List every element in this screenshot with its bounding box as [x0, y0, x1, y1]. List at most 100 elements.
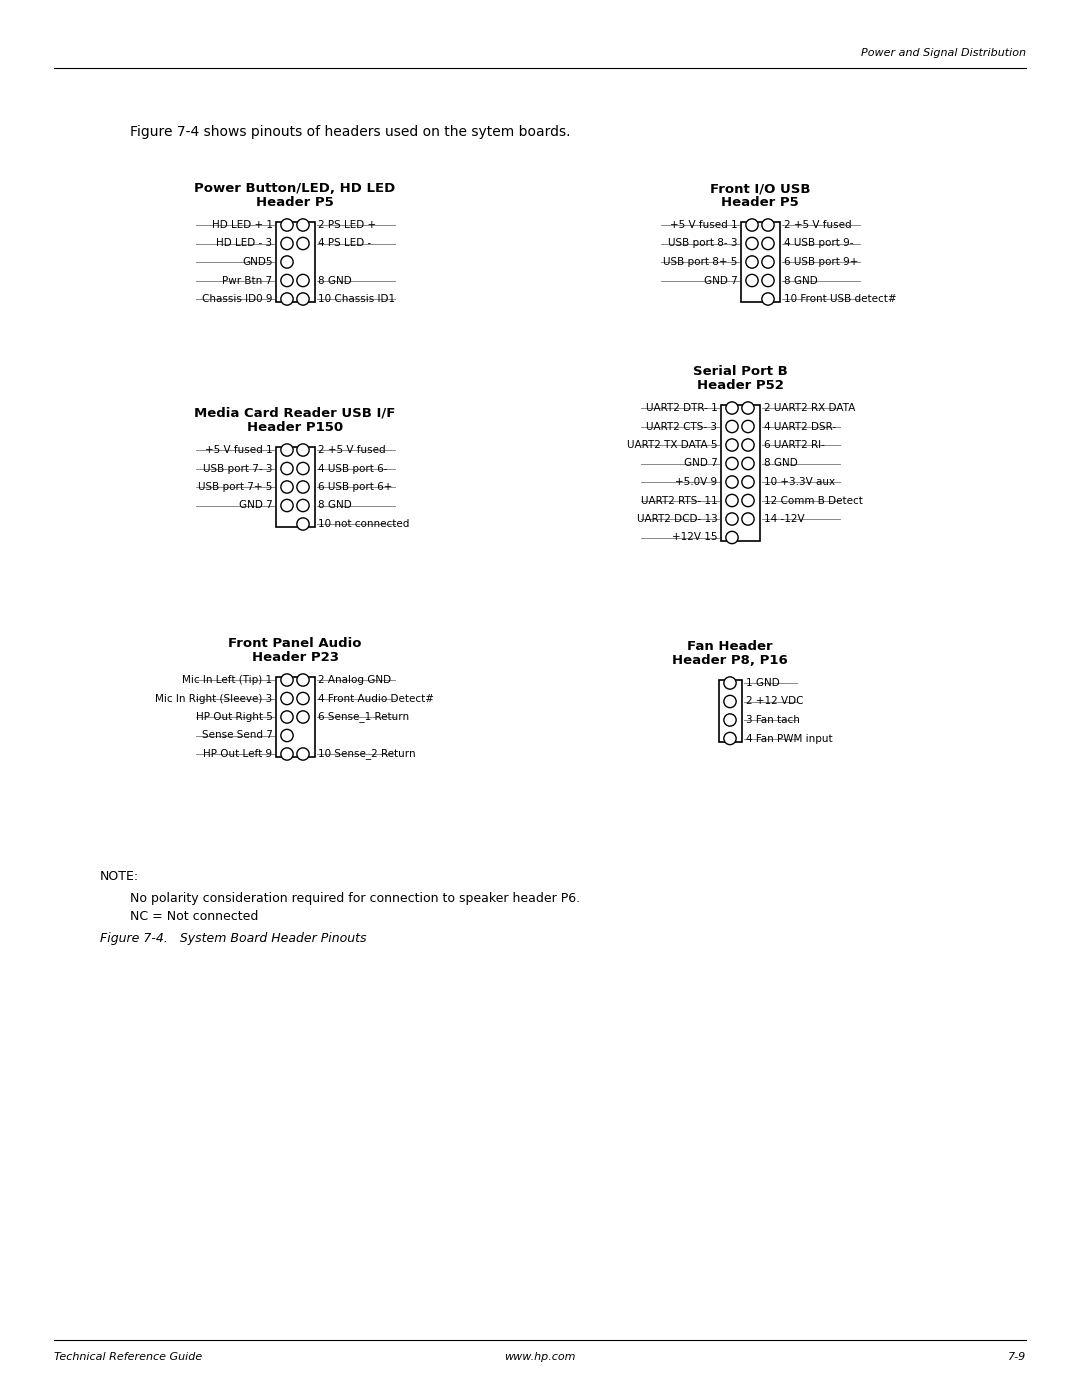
Text: UART2 DCD- 13: UART2 DCD- 13 [637, 514, 717, 524]
Text: Pwr Btn 7: Pwr Btn 7 [222, 275, 272, 285]
Text: USB port 8- 3: USB port 8- 3 [669, 239, 738, 249]
Text: 4 Fan PWM input: 4 Fan PWM input [745, 733, 832, 743]
Text: 2 PS LED +: 2 PS LED + [319, 219, 377, 231]
FancyBboxPatch shape [718, 680, 742, 742]
Text: Figure 7-4.   System Board Header Pinouts: Figure 7-4. System Board Header Pinouts [100, 932, 366, 944]
Circle shape [281, 747, 293, 760]
Circle shape [281, 237, 293, 250]
Text: 4 USB port 6-: 4 USB port 6- [319, 464, 388, 474]
Text: 4 UART2 DSR-: 4 UART2 DSR- [764, 422, 836, 432]
Circle shape [297, 499, 309, 511]
Circle shape [761, 256, 774, 268]
Text: Sense Send 7: Sense Send 7 [202, 731, 272, 740]
Text: 8 GND: 8 GND [319, 500, 352, 510]
Circle shape [297, 293, 309, 305]
FancyBboxPatch shape [720, 405, 759, 541]
Circle shape [742, 439, 754, 451]
Circle shape [742, 476, 754, 488]
Circle shape [742, 420, 754, 433]
Text: 2 UART2 RX DATA: 2 UART2 RX DATA [764, 402, 855, 414]
Text: 8 GND: 8 GND [764, 458, 797, 468]
Circle shape [297, 673, 309, 686]
Text: 10 not connected: 10 not connected [319, 520, 410, 529]
Text: Serial Port B: Serial Port B [692, 365, 787, 379]
Circle shape [726, 513, 738, 525]
Circle shape [297, 518, 309, 529]
Circle shape [297, 711, 309, 724]
Text: 10 +3.3V aux: 10 +3.3V aux [764, 476, 835, 488]
Text: 6 Sense_1 Return: 6 Sense_1 Return [319, 711, 409, 722]
Text: Technical Reference Guide: Technical Reference Guide [54, 1352, 202, 1362]
Text: Header P5: Header P5 [721, 196, 799, 210]
Circle shape [746, 237, 758, 250]
Text: Chassis ID0 9: Chassis ID0 9 [202, 293, 272, 305]
Circle shape [297, 747, 309, 760]
Text: Header P52: Header P52 [697, 379, 783, 393]
Circle shape [297, 481, 309, 493]
Text: 7-9: 7-9 [1008, 1352, 1026, 1362]
Circle shape [742, 495, 754, 507]
Circle shape [726, 531, 738, 543]
Circle shape [281, 256, 293, 268]
Circle shape [281, 673, 293, 686]
Circle shape [726, 439, 738, 451]
Circle shape [297, 274, 309, 286]
Circle shape [724, 696, 737, 708]
Circle shape [281, 274, 293, 286]
Text: 2 Analog GND: 2 Analog GND [319, 675, 392, 685]
Circle shape [761, 274, 774, 286]
Text: 2 +12 VDC: 2 +12 VDC [745, 697, 804, 707]
Text: 3 Fan tach: 3 Fan tach [745, 715, 799, 725]
Circle shape [281, 729, 293, 742]
Circle shape [297, 693, 309, 704]
Circle shape [746, 219, 758, 231]
FancyBboxPatch shape [275, 678, 314, 757]
Text: +5 V fused 1: +5 V fused 1 [205, 446, 272, 455]
Text: +12V 15: +12V 15 [672, 532, 717, 542]
Circle shape [726, 420, 738, 433]
Text: Fan Header: Fan Header [687, 640, 773, 652]
Text: Front I/O USB: Front I/O USB [710, 182, 810, 196]
Text: GND 7: GND 7 [704, 275, 738, 285]
Circle shape [761, 293, 774, 305]
Text: Header P5: Header P5 [256, 196, 334, 210]
Circle shape [297, 444, 309, 457]
FancyBboxPatch shape [275, 222, 314, 302]
Text: Mic In Right (Sleeve) 3: Mic In Right (Sleeve) 3 [156, 693, 272, 704]
FancyBboxPatch shape [741, 222, 780, 302]
Text: 10 Chassis ID1: 10 Chassis ID1 [319, 293, 395, 305]
Text: Header P23: Header P23 [252, 651, 338, 664]
Text: UART2 CTS- 3: UART2 CTS- 3 [647, 422, 717, 432]
Circle shape [742, 513, 754, 525]
Circle shape [297, 462, 309, 475]
Text: NC = Not connected: NC = Not connected [130, 909, 258, 923]
Text: Power Button/LED, HD LED: Power Button/LED, HD LED [194, 182, 395, 196]
Circle shape [281, 481, 293, 493]
Text: GND 7: GND 7 [684, 458, 717, 468]
Circle shape [281, 711, 293, 724]
Circle shape [746, 256, 758, 268]
Circle shape [742, 402, 754, 414]
Text: USB port 8+ 5: USB port 8+ 5 [663, 257, 738, 267]
Text: UART2 DTR- 1: UART2 DTR- 1 [646, 402, 717, 414]
Text: Front Panel Audio: Front Panel Audio [228, 637, 362, 650]
Text: 6 USB port 9+: 6 USB port 9+ [783, 257, 858, 267]
Text: +5 V fused 1: +5 V fused 1 [670, 219, 738, 231]
Circle shape [726, 476, 738, 488]
Circle shape [761, 237, 774, 250]
Text: HP Out Right 5: HP Out Right 5 [195, 712, 272, 722]
Text: HP Out Left 9: HP Out Left 9 [203, 749, 272, 759]
Text: Mic In Left (Tip) 1: Mic In Left (Tip) 1 [183, 675, 272, 685]
Text: 2 +5 V fused: 2 +5 V fused [783, 219, 851, 231]
Text: 14 -12V: 14 -12V [764, 514, 805, 524]
Circle shape [297, 219, 309, 231]
Circle shape [297, 237, 309, 250]
Text: HD LED + 1: HD LED + 1 [212, 219, 272, 231]
Circle shape [726, 402, 738, 414]
Text: 4 USB port 9-: 4 USB port 9- [783, 239, 853, 249]
Circle shape [281, 444, 293, 457]
FancyBboxPatch shape [275, 447, 314, 527]
Text: UART2 RTS- 11: UART2 RTS- 11 [640, 496, 717, 506]
Text: www.hp.com: www.hp.com [504, 1352, 576, 1362]
Text: 10 Sense_2 Return: 10 Sense_2 Return [319, 749, 416, 760]
